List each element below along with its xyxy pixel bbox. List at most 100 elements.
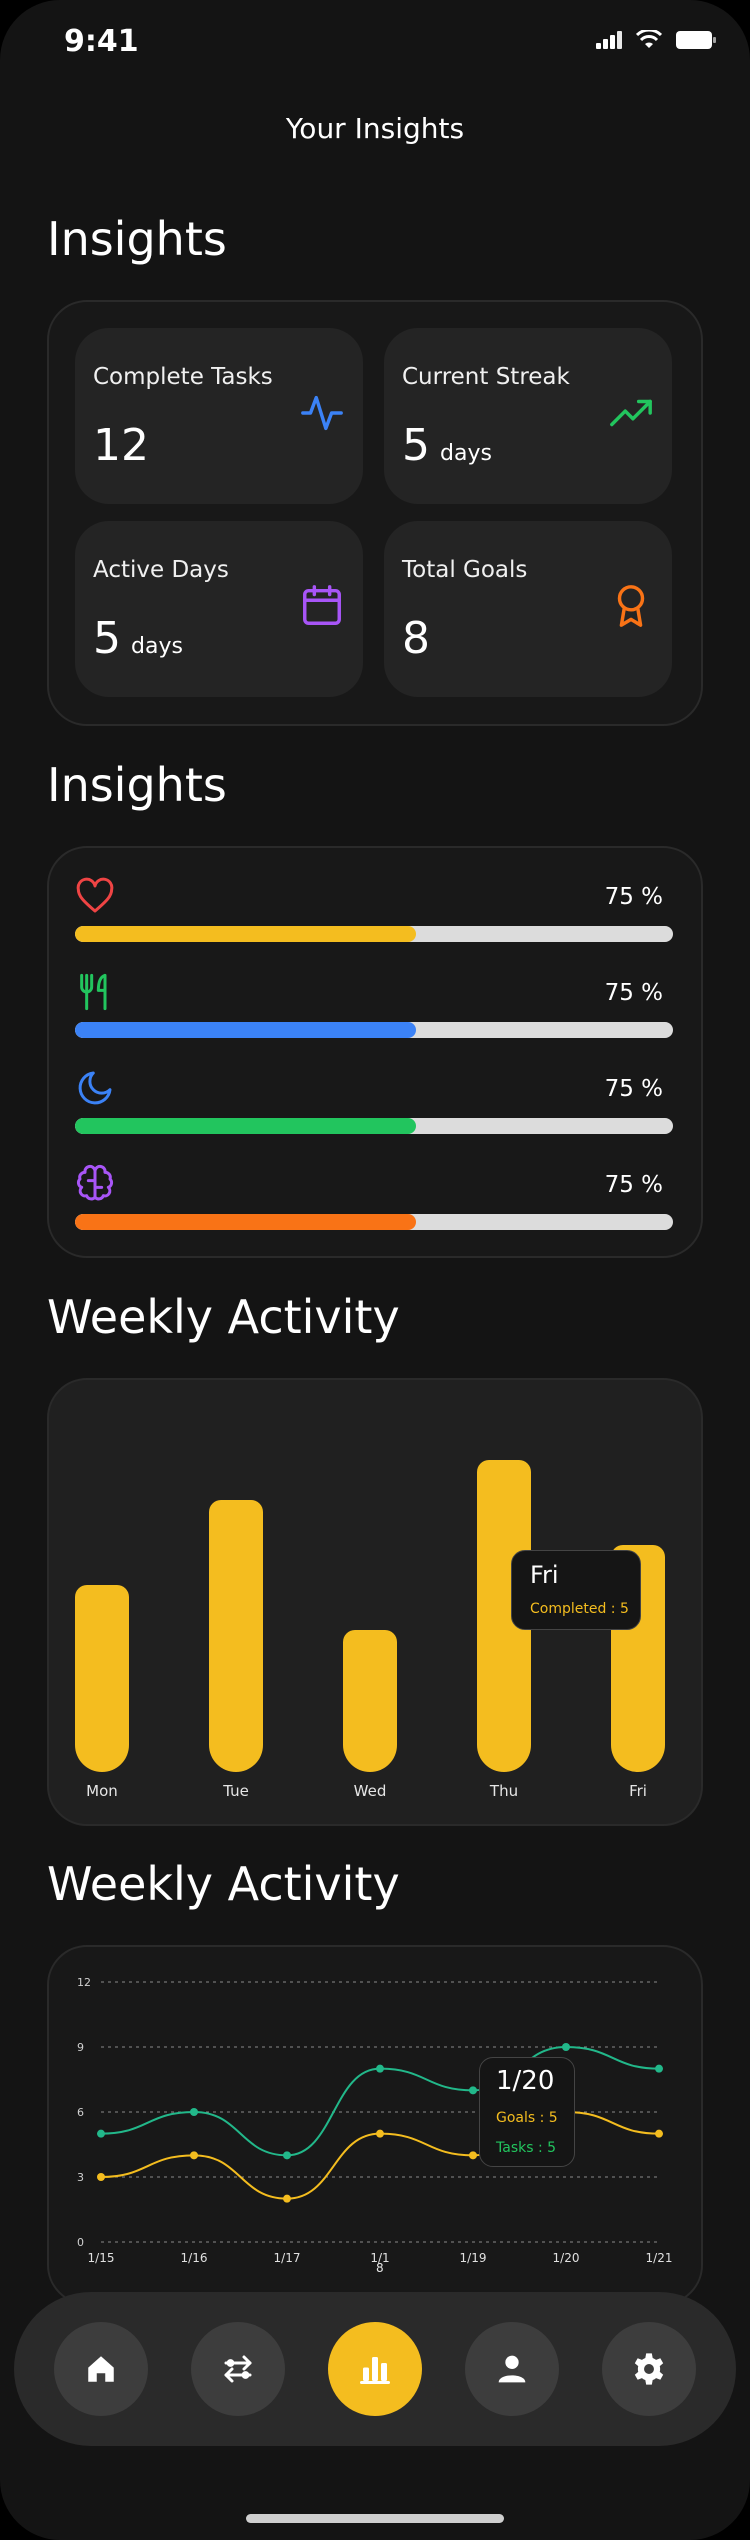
- series-point-0: [562, 2043, 570, 2051]
- progress-track: [75, 1214, 673, 1230]
- stat-value: 8: [402, 613, 430, 664]
- status-bar: 9:41: [0, 0, 750, 90]
- nav-insights-button[interactable]: [328, 2322, 422, 2416]
- series-point-0: [283, 2151, 291, 2160]
- x-tick-label: 1/20: [553, 2251, 580, 2265]
- x-tick-label: 1/17: [274, 2251, 301, 2265]
- progress-percent: 75 %: [604, 1076, 663, 1102]
- signal-icon: [596, 31, 622, 49]
- tooltip-tasks: Tasks : 5: [496, 2140, 557, 2156]
- progress-fill: [75, 1022, 416, 1038]
- progress-track: [75, 926, 673, 942]
- calendar-icon: [303, 585, 341, 625]
- stat-value: 5 days: [402, 420, 492, 471]
- stat-tile-total-goals[interactable]: Total Goals 8: [384, 521, 672, 697]
- progress-row-mind: 75 %: [75, 1164, 673, 1244]
- progress-card: 75 % 75 % 75 % 75: [47, 846, 703, 1258]
- bar-tooltip: Fri Completed : 5: [511, 1550, 641, 1630]
- stat-label: Complete Tasks: [93, 364, 273, 390]
- series-point-0: [655, 2064, 663, 2073]
- bar-label: Fri: [629, 1782, 647, 1800]
- series-point-1: [376, 2129, 384, 2138]
- award-icon: [617, 585, 645, 627]
- progress-fill: [75, 926, 416, 942]
- x-tick-label: 1/19: [460, 2251, 487, 2265]
- status-icons: [596, 30, 716, 50]
- bar-label: Wed: [353, 1782, 387, 1800]
- y-tick-label: 9: [77, 2041, 84, 2054]
- home-icon: [88, 2356, 114, 2382]
- bar-chart-icon: [360, 2357, 390, 2384]
- y-tick-label: 12: [77, 1976, 91, 1989]
- stat-label: Active Days: [93, 557, 229, 583]
- nav-settings-button[interactable]: [602, 2322, 696, 2416]
- tooltip-title: Fri: [530, 1561, 559, 1589]
- tooltip-goals: Goals : 5: [496, 2110, 558, 2126]
- nav-profile-button[interactable]: [465, 2322, 559, 2416]
- utensils-icon: [80, 973, 107, 1011]
- x-tick-label: 1/15: [88, 2251, 115, 2265]
- section-title-weekly-activity: Weekly Activity: [47, 1290, 400, 1344]
- trending-up-icon: [610, 399, 652, 427]
- bar-wed[interactable]: [343, 1630, 397, 1772]
- series-point-1: [655, 2129, 663, 2138]
- series-point-1: [97, 2173, 105, 2181]
- swap-icon: [224, 2355, 252, 2383]
- stat-label: Current Streak: [402, 364, 570, 390]
- line-chart: 0 3 6 9 12 1/15 1/16 1/17 1/1 1/19 1/20 1/21: [77, 1976, 673, 2265]
- progress-fill: [75, 1214, 416, 1230]
- bar-label: Mon: [86, 1782, 118, 1800]
- progress-percent: 75 %: [604, 980, 663, 1006]
- stat-value: 12: [93, 420, 149, 471]
- stat-tile-active-days[interactable]: Active Days 5 days: [75, 521, 363, 697]
- series-line-1: [100, 2110, 660, 2200]
- user-icon: [498, 2355, 526, 2383]
- series-point-1: [190, 2151, 198, 2160]
- bar-label: Thu: [489, 1782, 519, 1800]
- bar-label: Tue: [223, 1782, 249, 1800]
- x-tick-label: 1/16: [181, 2251, 208, 2265]
- section-title-weekly-activity-2: Weekly Activity: [47, 1857, 400, 1911]
- progress-percent: 75 %: [604, 1172, 663, 1198]
- progress-fill: [75, 1118, 416, 1134]
- series-point-0: [190, 2108, 198, 2116]
- x-tick-label: 1/1: [370, 2251, 389, 2265]
- y-tick-label: 6: [77, 2106, 84, 2119]
- home-indicator: [246, 2514, 504, 2523]
- tooltip-title: 1/20: [496, 2066, 555, 2096]
- progress-track: [75, 1118, 673, 1134]
- progress-row-health: 75 %: [75, 876, 673, 956]
- line-chart-card: 0 3 6 9 12 1/15 1/16 1/17 1/1 1/19 1/20 1/21 8 1/20…: [47, 1945, 703, 2305]
- progress-track: [75, 1022, 673, 1038]
- progress-percent: 75 %: [604, 884, 663, 910]
- x-tick-label: 1/21: [646, 2251, 673, 2265]
- bottom-nav: [14, 2292, 736, 2446]
- activity-icon: [301, 395, 343, 431]
- stat-label: Total Goals: [402, 557, 528, 583]
- moon-icon: [78, 1071, 112, 1105]
- series-point-1: [283, 2194, 291, 2203]
- bar-chart-card: Fri Completed : 5 Mon Tue Wed Thu Fri: [47, 1378, 703, 1826]
- brain-icon: [76, 1164, 114, 1201]
- series-point-1: [469, 2151, 477, 2160]
- tooltip-value: Completed : 5: [530, 1601, 629, 1617]
- stat-tile-current-streak[interactable]: Current Streak 5 days: [384, 328, 672, 504]
- y-tick-label: 3: [77, 2171, 84, 2184]
- bar-tue[interactable]: [209, 1500, 263, 1772]
- series-point-0: [97, 2129, 105, 2138]
- series-point-0: [469, 2086, 477, 2095]
- stat-tile-complete-tasks[interactable]: Complete Tasks 12: [75, 328, 363, 504]
- battery-icon: [676, 31, 716, 49]
- status-time: 9:41: [64, 24, 139, 59]
- page-title: Your Insights: [285, 112, 465, 145]
- progress-row-nutrition: 75 %: [75, 972, 673, 1052]
- line-tooltip: 1/20 Goals : 5 Tasks : 5: [479, 2057, 575, 2167]
- nav-home-button[interactable]: [54, 2322, 148, 2416]
- nav-swap-button[interactable]: [191, 2322, 285, 2416]
- section-title-insights: Insights: [47, 212, 227, 266]
- series-line-0: [100, 2045, 660, 2157]
- x-extra-label: 8: [376, 2261, 384, 2275]
- bar-mon[interactable]: [75, 1585, 129, 1772]
- section-title-insights-progress: Insights: [47, 758, 227, 812]
